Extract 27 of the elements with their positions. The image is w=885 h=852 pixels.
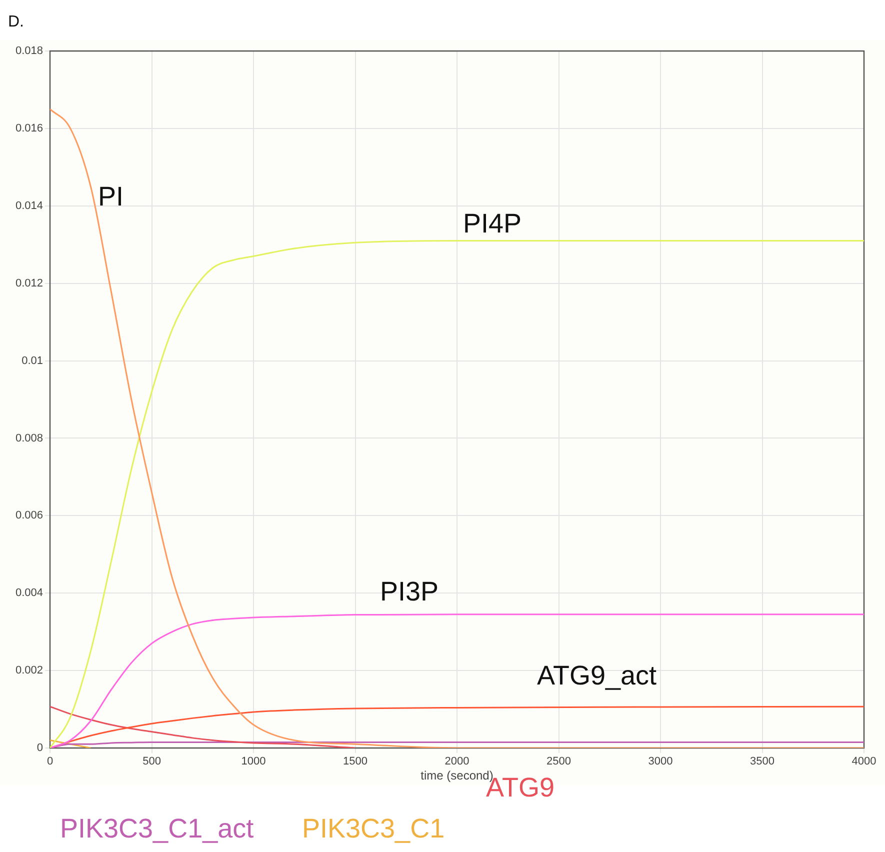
y-tick-label: 0.006: [15, 510, 43, 522]
chart-title: D.: [8, 13, 24, 30]
series-label: ATG9_act: [537, 660, 658, 690]
y-tick-label: 0.016: [15, 122, 43, 134]
text: PIK3C3_C1: [302, 813, 445, 844]
series-label: PI4P: [463, 208, 522, 238]
y-tick-label: 0.01: [22, 354, 43, 367]
x-tick-label: 4000: [852, 756, 876, 768]
y-tick-label: 0.018: [15, 45, 43, 58]
x-tick-label: 500: [142, 756, 161, 768]
x-tick-label: 1000: [241, 756, 266, 768]
y-tick-label: 0.014: [15, 200, 43, 212]
series-label: PI3P: [380, 576, 439, 606]
series-label: PI: [98, 181, 124, 212]
text: PIK3C3_C1_act: [60, 813, 254, 844]
x-tick-label: 1500: [343, 756, 368, 768]
x-tick-label: 3000: [648, 756, 673, 768]
y-tick-label: 0.004: [15, 587, 43, 600]
y-tick-label: 0: [36, 742, 43, 754]
x-tick-label: 3500: [750, 756, 774, 768]
y-tick-label: 0.012: [15, 277, 43, 290]
x-tick-label: 2000: [444, 756, 470, 768]
line-series: [50, 706, 356, 748]
x-tick-label: 2500: [546, 756, 571, 768]
y-tick-label: 0.008: [15, 432, 43, 444]
y-tick-label: 0.002: [15, 664, 43, 677]
x-tick-label: 0: [46, 756, 54, 768]
